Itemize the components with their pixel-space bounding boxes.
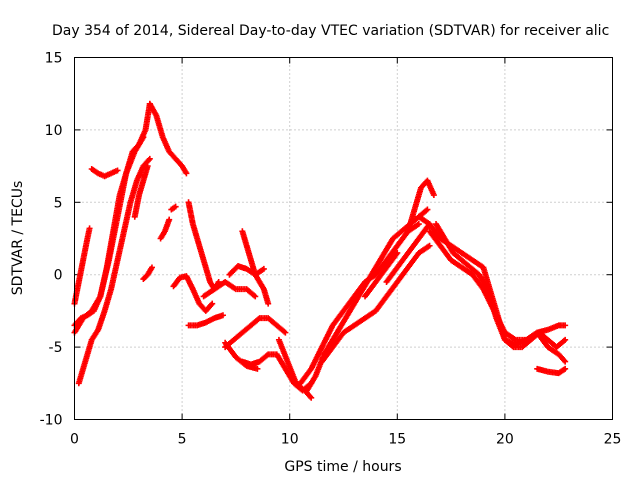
plus-marker xyxy=(562,365,569,372)
series-t14 xyxy=(200,278,259,300)
plus-marker xyxy=(424,206,431,213)
series-t19 xyxy=(222,339,261,372)
series-t29 xyxy=(362,249,401,300)
plus-marker xyxy=(209,300,216,307)
x-tick-label: 10 xyxy=(281,432,299,448)
y-tick-label: 10 xyxy=(45,123,63,139)
plus-marker xyxy=(148,264,155,271)
series-t24 xyxy=(405,177,437,235)
plus-marker xyxy=(265,300,272,307)
plus-marker xyxy=(430,192,437,199)
y-tick-label: 5 xyxy=(54,195,63,211)
series-t20 xyxy=(275,336,315,401)
plus-marker xyxy=(562,322,569,329)
series-t5 xyxy=(71,134,147,336)
plus-marker xyxy=(260,265,267,272)
axis-ticks: 0 5 10 15 20 25 -10 -5 0 5 10 15 xyxy=(40,51,622,448)
plus-marker xyxy=(183,170,190,177)
series-t8 xyxy=(140,264,155,283)
y-tick-label: -10 xyxy=(40,413,63,429)
plus-marker xyxy=(426,221,433,228)
data-marks xyxy=(71,100,569,401)
y-tick-label: 0 xyxy=(54,268,63,284)
plus-marker xyxy=(144,163,151,170)
series-t17 xyxy=(222,315,289,351)
x-axis-title: GPS time / hours xyxy=(284,459,401,475)
plus-marker xyxy=(166,216,173,223)
series-t16 xyxy=(239,228,272,307)
plus-marker xyxy=(172,203,179,210)
chart-title: Day 354 of 2014, Sidereal Day-to-day VTE… xyxy=(52,23,609,39)
series-t10 xyxy=(168,203,179,213)
plus-marker xyxy=(562,336,569,343)
plus-marker xyxy=(426,242,433,249)
x-tick-label: 5 xyxy=(178,432,187,448)
series-t30 xyxy=(534,365,569,377)
series-t7 xyxy=(131,163,151,220)
plus-marker xyxy=(114,167,121,174)
plus-marker xyxy=(282,329,289,336)
plus-marker xyxy=(394,249,401,256)
plus-marker xyxy=(252,293,259,300)
plus-marker xyxy=(146,155,153,162)
plus-marker xyxy=(415,221,422,228)
x-tick-label: 15 xyxy=(388,432,406,448)
series-t11 xyxy=(185,199,222,293)
series-t15 xyxy=(226,263,267,278)
plus-marker xyxy=(86,225,93,232)
plus-marker xyxy=(254,365,261,372)
plot-frame xyxy=(74,57,613,420)
series-t23 xyxy=(318,242,433,365)
series-t3 xyxy=(75,155,153,387)
series-t2 xyxy=(146,100,190,177)
series-t12 xyxy=(170,273,216,314)
plus-marker xyxy=(140,134,147,141)
plus-marker xyxy=(562,358,569,365)
series-t13 xyxy=(185,312,226,329)
series-t9 xyxy=(157,216,173,242)
series-t6 xyxy=(88,165,121,180)
plus-marker xyxy=(219,312,226,319)
series-t28 xyxy=(383,221,433,285)
x-tick-label: 0 xyxy=(70,432,79,448)
y-axis-title: SDTVAR / TECUs xyxy=(10,181,26,296)
series-t22 xyxy=(297,221,422,387)
series-t21 xyxy=(303,206,431,394)
y-tick-label: 15 xyxy=(45,51,63,67)
x-tick-label: 20 xyxy=(496,432,514,448)
y-tick-label: -5 xyxy=(49,340,63,356)
series-t25 xyxy=(415,213,569,348)
series-t27 xyxy=(433,221,569,351)
plus-marker xyxy=(308,394,315,401)
x-tick-label: 25 xyxy=(604,432,622,448)
